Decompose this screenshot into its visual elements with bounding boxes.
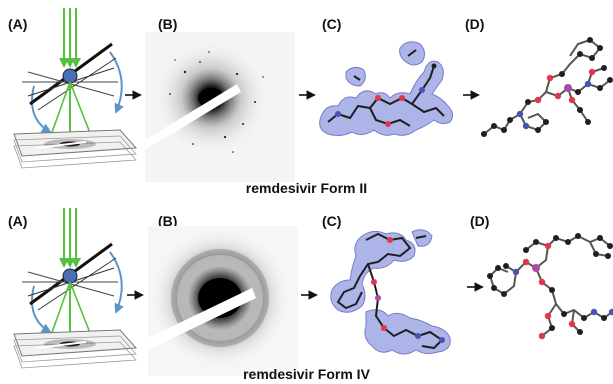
arrow-icon xyxy=(127,290,144,300)
diffraction-pattern-icon xyxy=(148,226,298,376)
panel-a-label: (A) xyxy=(8,213,28,229)
panel-c-label: (C) xyxy=(322,16,342,32)
panel-b-label: (B) xyxy=(158,213,178,229)
panel-d-label: (D) xyxy=(465,16,485,32)
panel-b-label: (B) xyxy=(158,16,178,32)
arrow-icon xyxy=(467,282,484,292)
diffraction-pattern-icon xyxy=(145,32,295,182)
molecular-structure-icon xyxy=(481,37,613,137)
panel-d-label: (D) xyxy=(470,213,490,229)
arrow-icon xyxy=(301,290,318,300)
arrow-icon xyxy=(125,90,142,100)
electron-diffraction-setup-icon xyxy=(13,8,138,169)
figure-caption: remdesivir Form IV xyxy=(243,366,370,382)
molecular-structure-icon xyxy=(487,233,613,340)
figure-caption: remdesivir Form II xyxy=(245,180,368,196)
panel-a-label: (A) xyxy=(8,16,28,32)
electron-density-map-icon xyxy=(330,229,451,355)
panel-c-label: (C) xyxy=(322,213,342,229)
arrow-icon xyxy=(463,90,480,100)
electron-density-map-icon xyxy=(319,41,454,137)
electron-diffraction-setup-icon xyxy=(13,208,138,369)
arrow-icon xyxy=(299,90,316,100)
